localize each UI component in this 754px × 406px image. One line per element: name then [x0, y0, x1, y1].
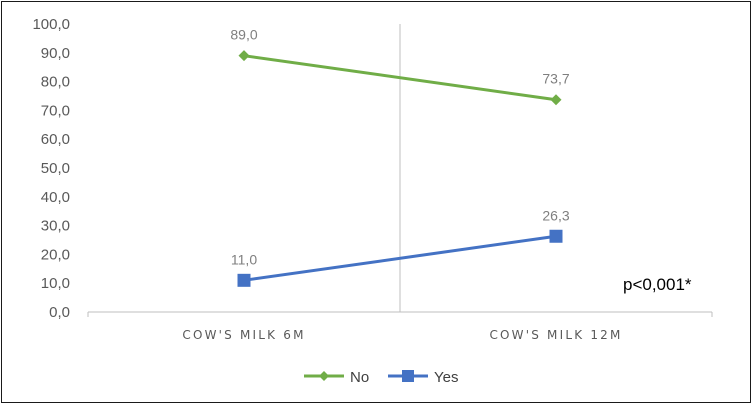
y-tick-label: 90,0	[41, 45, 70, 62]
y-axis: 0,0 10,0 20,0 30,0 40,0 50,0 60,0 70,0 80,0 90,0 1…	[32, 16, 70, 321]
y-tick-label: 0,0	[49, 304, 70, 321]
data-point-no	[550, 94, 562, 106]
y-tick-label: 60,0	[41, 131, 70, 148]
data-point-yes	[549, 229, 563, 243]
data-label-yes: 11,0	[231, 251, 257, 267]
data-point-no	[238, 50, 250, 62]
legend-label-no: No	[350, 369, 369, 386]
legend: No Yes	[304, 369, 458, 386]
data-label-yes: 26,3	[542, 207, 569, 223]
y-tick-label: 70,0	[41, 102, 70, 119]
legend-marker-yes	[402, 370, 414, 382]
data-labels: 89,0 73,7 11,0 26,3	[230, 27, 569, 268]
data-label-no: 89,0	[230, 27, 257, 43]
series-line-yes	[243, 234, 557, 282]
series-line-no	[243, 54, 557, 102]
series-layer	[237, 50, 563, 287]
x-category-label: COW'S MILK 6M	[182, 328, 305, 342]
y-tick-label: 20,0	[41, 246, 70, 263]
legend-label-yes: Yes	[434, 369, 458, 386]
legend-marker-no	[319, 371, 329, 381]
y-tick-label: 10,0	[41, 275, 70, 292]
p-value-annotation: p<0,001*	[623, 275, 692, 294]
data-point-yes	[237, 273, 251, 287]
y-tick-label: 100,0	[32, 16, 70, 33]
y-tick-label: 40,0	[41, 189, 70, 206]
y-tick-label: 80,0	[41, 74, 70, 91]
y-tick-label: 30,0	[41, 218, 70, 235]
x-category-label: COW'S MILK 12M	[489, 328, 622, 342]
y-tick-label: 50,0	[41, 160, 70, 177]
data-label-no: 73,7	[542, 71, 569, 87]
x-axis: COW'S MILK 6M COW'S MILK 12M	[87, 24, 713, 342]
